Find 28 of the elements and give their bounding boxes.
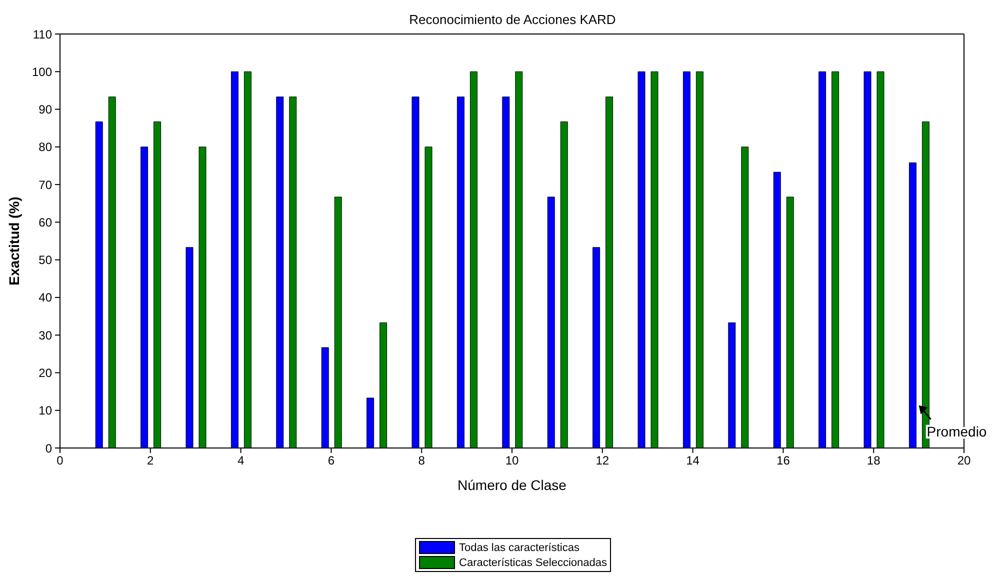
y-tick-label: 50 — [38, 253, 52, 268]
x-tick-label: 8 — [418, 454, 426, 468]
y-tick-label: 30 — [38, 328, 52, 342]
y-tick-label: 10 — [38, 404, 52, 418]
x-tick-label: 2 — [147, 454, 154, 468]
y-axis-title: Exactitud (%) — [6, 196, 22, 286]
x-axis-title: Número de Clase — [458, 477, 567, 493]
x-tick-label: 6 — [328, 454, 335, 468]
y-tick-label: 80 — [38, 140, 52, 154]
y-tick-label: 90 — [38, 102, 52, 117]
y-tick-label: 110 — [32, 27, 52, 42]
x-tick-label: 10 — [505, 454, 519, 468]
y-tick-label: 40 — [38, 290, 52, 305]
x-tick-label: 16 — [776, 454, 790, 468]
x-tick-label: 4 — [237, 454, 244, 468]
y-tick-label: 20 — [38, 366, 52, 380]
legend-label: Características Seleccionadas — [459, 556, 607, 568]
y-tick-label: 100 — [32, 64, 52, 79]
x-tick-label: 20 — [957, 454, 971, 468]
x-tick-label: 14 — [686, 454, 700, 468]
x-tick-label: 0 — [56, 454, 64, 468]
chart-title: Reconocimiento de Acciones KARD — [409, 12, 616, 27]
x-tick-label: 18 — [866, 454, 881, 468]
legend-label: Todas las características — [459, 542, 580, 554]
y-tick-label: 0 — [45, 441, 52, 456]
y-tick-label: 60 — [38, 215, 52, 230]
y-tick-label: 70 — [38, 178, 52, 192]
x-tick-label: 12 — [596, 454, 610, 468]
